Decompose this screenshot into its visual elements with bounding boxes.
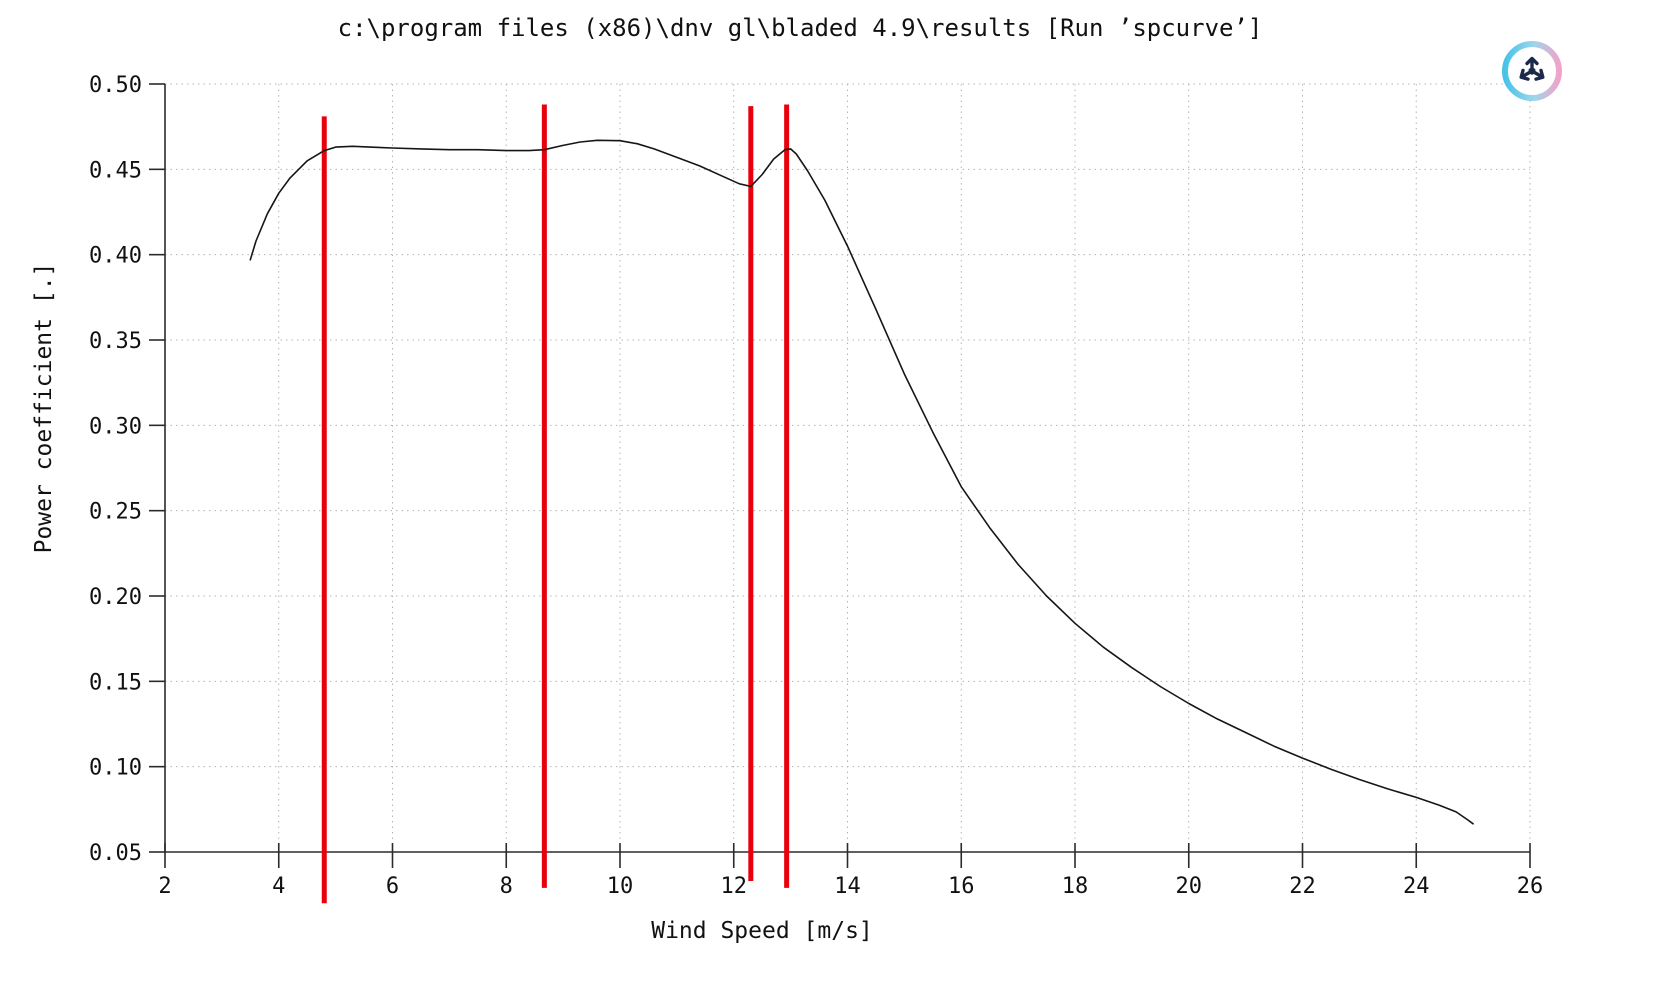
y-tick-label: 0.45 bbox=[89, 158, 142, 183]
x-tick-label: 4 bbox=[272, 874, 285, 899]
y-tick-label: 0.10 bbox=[89, 756, 142, 781]
y-tick-label: 0.15 bbox=[89, 670, 142, 695]
x-tick-label: 24 bbox=[1403, 874, 1430, 899]
x-tick-label: 22 bbox=[1289, 874, 1316, 899]
x-tick-label: 16 bbox=[948, 874, 975, 899]
y-tick-label: 0.25 bbox=[89, 500, 142, 525]
y-tick-label: 0.50 bbox=[89, 73, 142, 98]
bladed-rotor-logo-icon bbox=[1502, 41, 1562, 101]
y-tick-label: 0.30 bbox=[89, 414, 142, 439]
x-tick-label: 14 bbox=[834, 874, 861, 899]
x-axis-label: Wind Speed [m/s] bbox=[651, 918, 873, 944]
x-tick-label: 18 bbox=[1062, 874, 1089, 899]
power-coefficient-curve bbox=[249, 139, 1474, 825]
x-tick-label: 26 bbox=[1517, 874, 1544, 899]
x-tick-label: 6 bbox=[386, 874, 399, 899]
x-tick-label: 20 bbox=[1176, 874, 1203, 899]
logo-rotor-glyph bbox=[1519, 56, 1545, 81]
x-tick-label: 12 bbox=[721, 874, 748, 899]
x-tick-label: 8 bbox=[500, 874, 513, 899]
y-tick-label: 0.05 bbox=[89, 841, 142, 866]
chart-title: c:\program files (x86)\dnv gl\bladed 4.9… bbox=[337, 14, 1263, 42]
x-tick-label: 2 bbox=[158, 874, 171, 899]
x-tick-label: 10 bbox=[607, 874, 634, 899]
y-tick-label: 0.35 bbox=[89, 329, 142, 354]
y-tick-label: 0.40 bbox=[89, 244, 142, 269]
y-tick-label: 0.20 bbox=[89, 585, 142, 610]
